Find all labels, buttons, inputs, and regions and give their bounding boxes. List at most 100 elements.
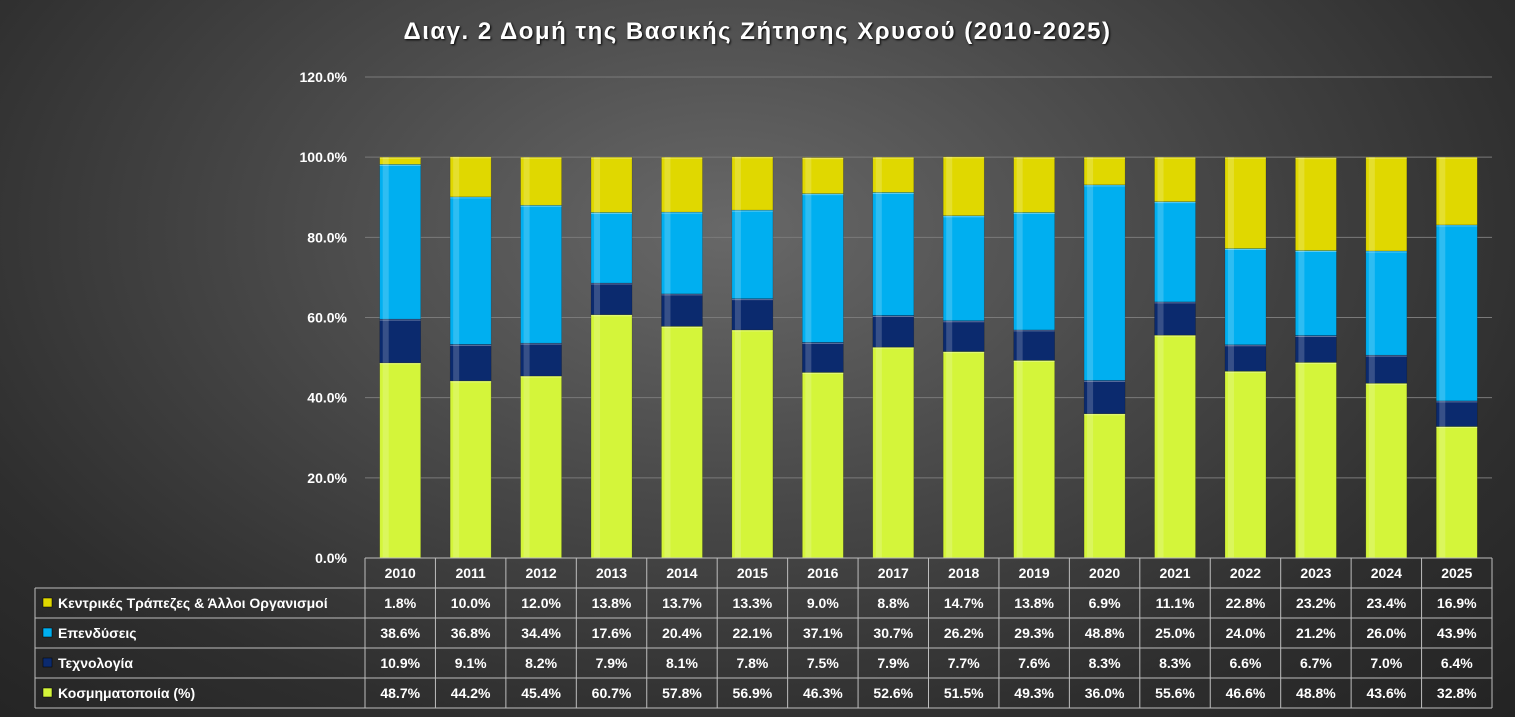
data-table-cell: 36.8% <box>451 625 491 641</box>
data-table-cell: 37.1% <box>803 625 843 641</box>
data-table-cell: 46.3% <box>803 685 843 701</box>
bar-highlight <box>734 329 741 558</box>
bar-segment <box>1224 344 1267 372</box>
x-tick-label: 2023 <box>1300 565 1331 581</box>
data-table-cell: 7.5% <box>807 655 839 671</box>
bar-highlight <box>1157 301 1164 336</box>
data-table-cell: 8.3% <box>1159 655 1191 671</box>
bar-segment <box>520 375 562 559</box>
bar-highlight <box>1368 250 1375 356</box>
bar-segment <box>1295 250 1337 336</box>
bar-segment <box>872 192 915 316</box>
bar-segment <box>1435 156 1478 226</box>
bar-segment <box>449 156 492 198</box>
bar-segment <box>379 318 422 364</box>
bar-highlight <box>664 212 671 294</box>
bar-segment <box>661 293 703 327</box>
data-table-cell: 14.7% <box>944 595 984 611</box>
bar-segment <box>1013 360 1055 559</box>
bar-segment <box>1083 156 1126 186</box>
x-tick-label: 2010 <box>385 565 416 581</box>
data-table-cell: 13.3% <box>733 595 773 611</box>
x-tick-label: 2012 <box>526 565 557 581</box>
data-table-cell: 51.5% <box>944 685 984 701</box>
bar-segment <box>1013 329 1055 361</box>
data-table-cell: 38.6% <box>380 625 420 641</box>
data-table-cell: 6.7% <box>1300 655 1332 671</box>
bar-segment <box>872 156 915 193</box>
bar-highlight <box>1157 201 1164 302</box>
bar-segment <box>1365 156 1408 252</box>
bar-segment <box>1224 248 1267 346</box>
bar-segment <box>1083 413 1126 559</box>
bar-highlight <box>382 164 389 320</box>
bar-highlight <box>805 342 812 373</box>
bar-segment <box>520 204 562 344</box>
data-table-cell: 7.7% <box>948 655 980 671</box>
bar-highlight <box>523 343 530 377</box>
bar-segment <box>731 329 774 559</box>
bar-highlight <box>594 314 601 558</box>
bar-highlight <box>1087 184 1094 381</box>
bar-segment <box>449 196 492 345</box>
data-table-cell: 30.7% <box>873 625 913 641</box>
bar-segment <box>661 326 703 559</box>
data-table-cell: 44.2% <box>451 685 491 701</box>
bar-highlight <box>946 215 953 321</box>
bar-highlight <box>1157 335 1164 558</box>
bar-segment <box>802 157 844 194</box>
bar-highlight <box>664 157 671 213</box>
x-tick-label: 2018 <box>948 565 979 581</box>
bar-segment <box>1365 382 1408 559</box>
legend-label: Κεντρικές Τράπεζες & Άλλοι Οργανισμοί <box>58 595 328 611</box>
x-tick-label: 2015 <box>737 565 768 581</box>
data-table-cell: 9.1% <box>455 655 487 671</box>
data-table-cell: 49.3% <box>1014 685 1054 701</box>
data-table-cell: 13.8% <box>1014 595 1054 611</box>
data-table-cell: 48.7% <box>380 685 420 701</box>
bar-segment <box>731 209 774 299</box>
bar-highlight <box>1087 380 1094 414</box>
y-tick-label: 120.0% <box>300 69 348 85</box>
bar-highlight <box>453 380 460 558</box>
bar-highlight <box>1439 426 1446 558</box>
x-tick-label: 2025 <box>1441 565 1472 581</box>
bar-highlight <box>734 156 741 211</box>
bar-segment <box>1295 335 1337 363</box>
bar-highlight <box>1227 344 1234 372</box>
bar-highlight <box>1087 413 1094 558</box>
bar-highlight <box>1368 157 1375 251</box>
bar-highlight <box>594 212 601 284</box>
data-table-cell: 8.1% <box>666 655 698 671</box>
bar-segment <box>1435 426 1478 559</box>
bar-segment <box>942 215 985 322</box>
bar-highlight <box>1368 355 1375 384</box>
x-tick-label: 2024 <box>1371 565 1402 581</box>
bar-segment <box>942 351 985 559</box>
bar-highlight <box>1298 335 1305 363</box>
legend-key <box>42 627 53 638</box>
bar-segment <box>520 342 562 377</box>
data-table-cell: 48.8% <box>1296 685 1336 701</box>
bar-segment <box>1083 184 1126 381</box>
bar-segment <box>1154 201 1196 303</box>
data-table-cell: 8.8% <box>877 595 909 611</box>
bar-highlight <box>1016 360 1023 558</box>
bar-highlight <box>453 196 460 345</box>
data-table-cell: 43.6% <box>1366 685 1406 701</box>
data-table-cell: 8.2% <box>525 655 557 671</box>
bar-highlight <box>1368 383 1375 558</box>
data-table-cell: 8.3% <box>1089 655 1121 671</box>
bar-highlight <box>946 351 953 558</box>
data-table-cell: 55.6% <box>1155 685 1195 701</box>
bar-highlight <box>1298 250 1305 336</box>
data-table-cell: 7.9% <box>877 655 909 671</box>
data-table-cell: 1.8% <box>384 595 416 611</box>
bar-segment <box>590 282 633 315</box>
data-table-cell: 6.4% <box>1441 655 1473 671</box>
x-tick-label: 2022 <box>1230 565 1261 581</box>
data-table-cell: 29.3% <box>1014 625 1054 641</box>
bar-segment <box>1365 250 1408 356</box>
bar-highlight <box>1016 329 1023 361</box>
